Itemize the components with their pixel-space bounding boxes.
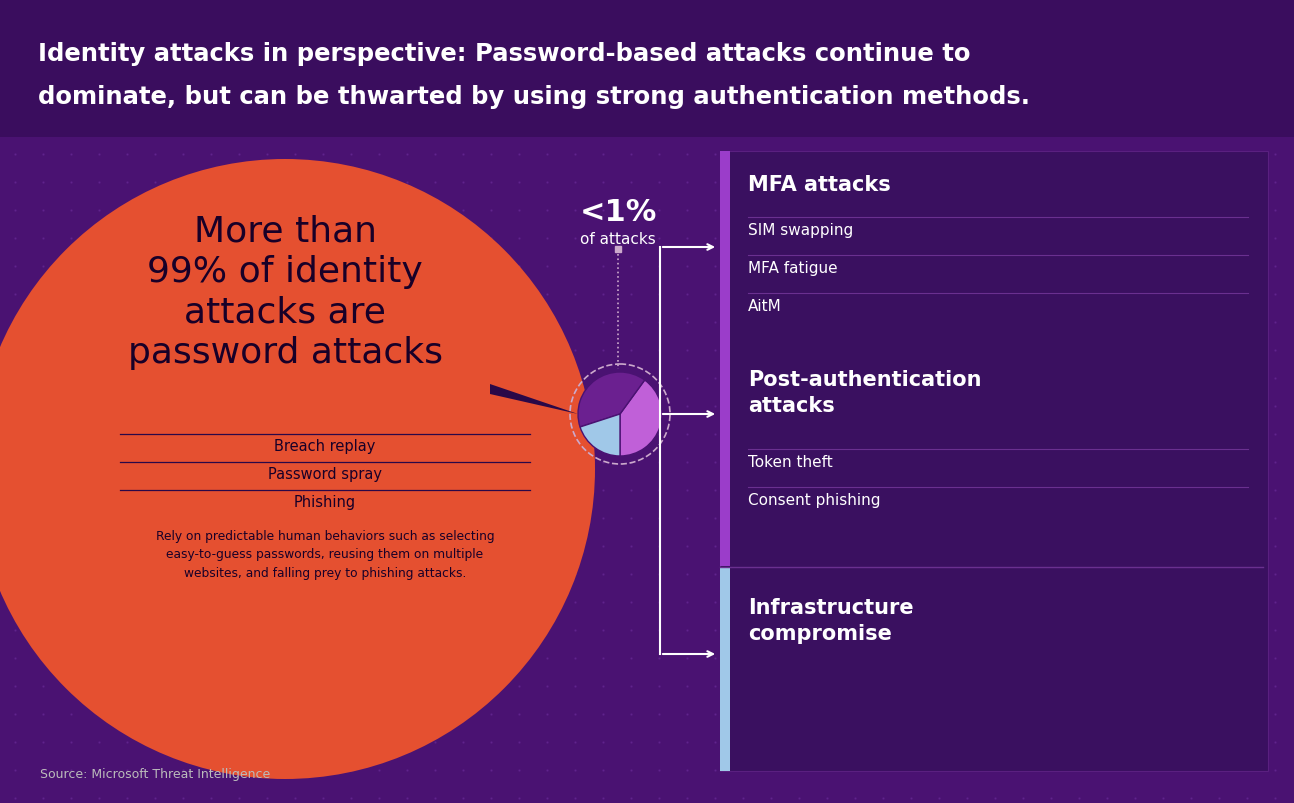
Text: Phishing: Phishing [294, 495, 356, 509]
Text: <1%: <1% [580, 198, 656, 226]
Text: 99% of identity: 99% of identity [148, 255, 423, 289]
Text: AitM: AitM [748, 299, 782, 314]
Text: More than: More than [194, 214, 377, 249]
FancyBboxPatch shape [719, 567, 730, 771]
Wedge shape [578, 373, 644, 427]
FancyBboxPatch shape [0, 0, 1294, 138]
Text: Post-authentication
attacks: Post-authentication attacks [748, 369, 982, 415]
Polygon shape [490, 385, 578, 414]
Text: Infrastructure
compromise: Infrastructure compromise [748, 597, 914, 642]
Text: of attacks: of attacks [580, 232, 656, 247]
Wedge shape [580, 414, 620, 456]
Text: MFA fatigue: MFA fatigue [748, 261, 837, 275]
Wedge shape [620, 381, 663, 456]
Text: Consent phishing: Consent phishing [748, 492, 880, 507]
Text: dominate, but can be thwarted by using strong authentication methods.: dominate, but can be thwarted by using s… [38, 85, 1030, 109]
Text: MFA attacks: MFA attacks [748, 175, 890, 195]
Text: Token theft: Token theft [748, 454, 833, 470]
Text: Source: Microsoft Threat Intelligence: Source: Microsoft Threat Intelligence [40, 767, 270, 780]
Text: password attacks: password attacks [128, 336, 443, 369]
Text: Identity attacks in perspective: Password-based attacks continue to: Identity attacks in perspective: Passwor… [38, 42, 970, 66]
Text: attacks are: attacks are [184, 296, 386, 329]
FancyBboxPatch shape [719, 152, 730, 566]
Text: Password spray: Password spray [268, 467, 382, 482]
Text: Breach replay: Breach replay [274, 438, 375, 454]
Text: Rely on predictable human behaviors such as selecting
easy-to-guess passwords, r: Rely on predictable human behaviors such… [155, 529, 494, 579]
Circle shape [0, 160, 595, 779]
FancyBboxPatch shape [719, 152, 1268, 771]
Text: SIM swapping: SIM swapping [748, 222, 853, 238]
